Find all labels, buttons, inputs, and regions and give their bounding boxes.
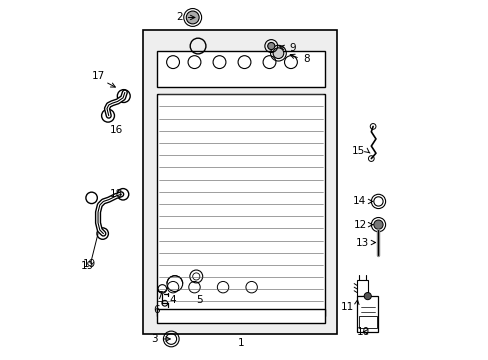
Bar	[356, 296, 378, 332]
Text: 19: 19	[82, 259, 96, 269]
Text: 4: 4	[169, 295, 175, 305]
Text: 14: 14	[352, 197, 366, 206]
Text: 1: 1	[237, 338, 244, 347]
Text: 2: 2	[176, 13, 183, 22]
Circle shape	[186, 11, 199, 24]
Bar	[142, 30, 337, 334]
Bar	[356, 280, 367, 296]
Text: 16: 16	[109, 125, 122, 135]
Text: 7: 7	[156, 291, 163, 301]
Text: 19: 19	[81, 261, 94, 271]
Text: 13: 13	[355, 238, 368, 248]
Text: 5: 5	[196, 295, 203, 305]
Text: 3: 3	[151, 334, 158, 344]
Circle shape	[267, 42, 274, 50]
Text: 12: 12	[353, 220, 366, 230]
Bar	[157, 309, 324, 323]
Bar	[157, 94, 324, 316]
Bar	[157, 51, 324, 87]
Text: 11: 11	[341, 302, 354, 312]
Text: 9: 9	[288, 43, 295, 53]
Text: 8: 8	[303, 54, 309, 64]
Text: 6: 6	[153, 305, 160, 315]
Bar	[358, 316, 376, 328]
Text: 15: 15	[351, 147, 365, 157]
Circle shape	[272, 48, 283, 59]
Circle shape	[364, 293, 370, 300]
Text: 10: 10	[356, 327, 369, 337]
Circle shape	[373, 220, 382, 229]
Text: 17: 17	[91, 71, 104, 81]
Text: 18: 18	[109, 189, 122, 199]
